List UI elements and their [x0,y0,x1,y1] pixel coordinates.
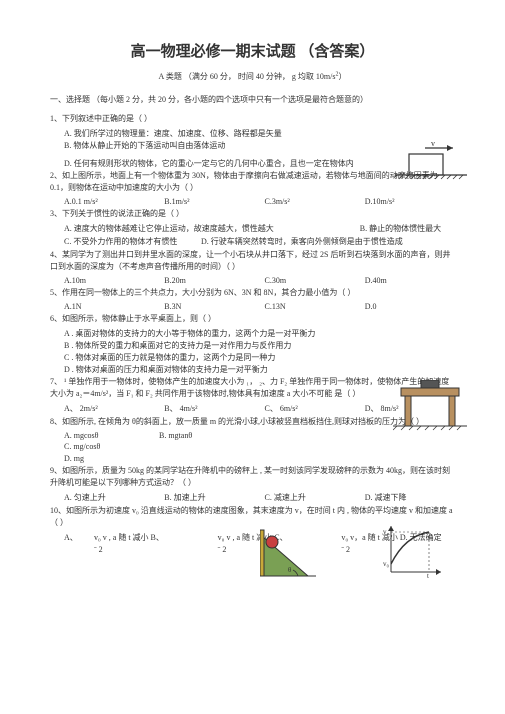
q9-opt-b: B. 加速上升 [164,492,254,503]
section-1-heading: 一、选择题 （每小题 2 分，共 20 分，各小题的四个选项中只有一个选项是最符… [50,94,455,105]
q5-opt-d: D.0 [365,302,455,311]
q10-opt-a2: v₀ v , a 随 t 减小 B、 [94,532,208,543]
q3-opt-b: B. 静止的物体惯性最大 [360,223,455,234]
q8-opt-c: C. mg/cosθ [64,442,244,451]
q9-options: A. 匀速上升 B. 加速上升 C. 减速上升 D. 减速下降 [64,492,455,503]
q4-opt-c: C.30m [265,276,355,285]
q7-opt-a: A、 2m/s² [64,403,154,414]
svg-text:t: t [427,572,429,578]
q7-opt-b: B、 4m/s² [164,403,254,414]
q6-stem: 6、如图所示，物体静止于水平桌面上，则（ ） [50,313,455,325]
q3-row2: C. 不受外力作用的物体才有惯性 D. 行驶车辆突然转弯时，乘客向外侧倾倒是由于… [64,236,455,247]
q7-stem-m: ₁， ₂、力 F₂ [246,377,287,386]
q8-row2: C. mg/cosθ [64,442,244,451]
q5-opt-b: B.3N [164,302,254,311]
q6-opt-d: D . 物体对桌面的压力和桌面对物体的支持力是一对平衡力 [64,364,455,376]
q9-stem: 9、如图所示，质量为 50kg 的某同学站在升降机中的磅秤上 , 某一时刻该同学… [50,465,455,489]
fig-table [393,380,467,432]
q6-opt-b: B . 物体所受的重力和桌面对它的支持力是一对作用力与反作用力 [64,340,455,352]
q10-row2a: ˉ 2 [94,545,208,554]
q2-opt-a: A.0.1 m/s² [64,197,154,206]
q2-opt-c: C.3m/s² [265,197,355,206]
svg-text:v: v [383,528,387,536]
q7-stem-l: 7、 ¹ 单独作用于一物体时，使物体产生的加速度大小为 [50,377,244,386]
fig-incline: θ [260,528,316,580]
q9-opt-a: A. 匀速上升 [64,492,154,503]
q5-opt-a: A.1N [64,302,154,311]
q8-opt-a: A. mgcosθ [64,431,149,440]
q4-opt-a: A.10m [64,276,154,285]
q4-opt-b: B.20m [164,276,254,285]
subtitle-prefix: A 类题 （满分 60 分， 时间 40 分钟， g 均取 10m/s [159,72,336,81]
q9-opt-c: C. 减速上升 [265,492,355,503]
q7-opt-c: C、 6m/s² [265,403,355,414]
svg-text:v: v [431,140,435,148]
q6-opt-c: C . 物体对桌面的压力就是物体的重力，这两个力是同一种力 [64,352,455,364]
q8-row1: A. mgcosθ B. mgtanθ [64,431,244,440]
q2-options: A.0.1 m/s² B.1m/s² C.3m/s² D.10m/s² [64,197,455,206]
q10-spacer [64,545,84,554]
subtitle: A 类题 （满分 60 分， 时间 40 分钟， g 均取 10m/s2） [50,71,455,82]
q5-stem: 5、作用在同一物体上的三个共点力，大小分别为 6N、3N 和 8N，其合力最小值… [50,287,455,299]
q10-opt-a1: A、 [64,532,84,543]
q4-stem: 4、某同学为了测出井口到井里水面的深度，让一个小石块从井口落下，经过 2S 后听… [50,249,455,273]
q1-opt-a: A. 我们所学过的物理量：速度、加速度、位移、路程都是矢量 [64,128,455,140]
subtitle-suffix: ） [338,72,346,81]
q3-stem: 3、下列关于惯性的说法正确的是（ ） [50,208,455,220]
svg-text:v₀: v₀ [383,560,390,568]
q9-opt-d: D. 减速下降 [365,492,455,503]
q5-opt-c: C.13N [265,302,355,311]
q2-opt-d: D.10m/s² [365,197,455,206]
fig-block-velocity: v [395,140,467,180]
q2-opt-b: B.1m/s² [164,197,254,206]
q5-options: A.1N B.3N C.13N D.0 [64,302,455,311]
q3-opt-c: C. 不受外力作用的物体才有惯性 [64,236,191,247]
q3-opt-d: D. 行驶车辆突然转弯时，乘客向外侧倾倒是由于惯性造成 [201,236,455,247]
q4-opt-d: D.40m [365,276,455,285]
q3-row1: A. 速度大的物体越难让它停止运动，故速度越大，惯性越大 B. 静止的物体惯性最… [64,223,455,234]
q8-opt-d: D. mg [64,453,455,465]
q8-opt-b: B. mgtanθ [159,431,244,440]
q4-options: A.10m B.20m C.30m D.40m [64,276,455,285]
q1-stem: 1、下列叙述中正确的是（ ） [50,113,455,125]
q6-opt-a: A . 桌面对物体的支持力的大小等于物体的重力，这两个力是一对平衡力 [64,328,455,340]
page-title: 高一物理必修一期末试题 （含答案） [50,40,455,61]
fig-vt-graph: v v₀ t [383,522,445,578]
q3-opt-a: A. 速度大的物体越难让它停止运动，故速度越大，惯性越大 [64,223,350,234]
